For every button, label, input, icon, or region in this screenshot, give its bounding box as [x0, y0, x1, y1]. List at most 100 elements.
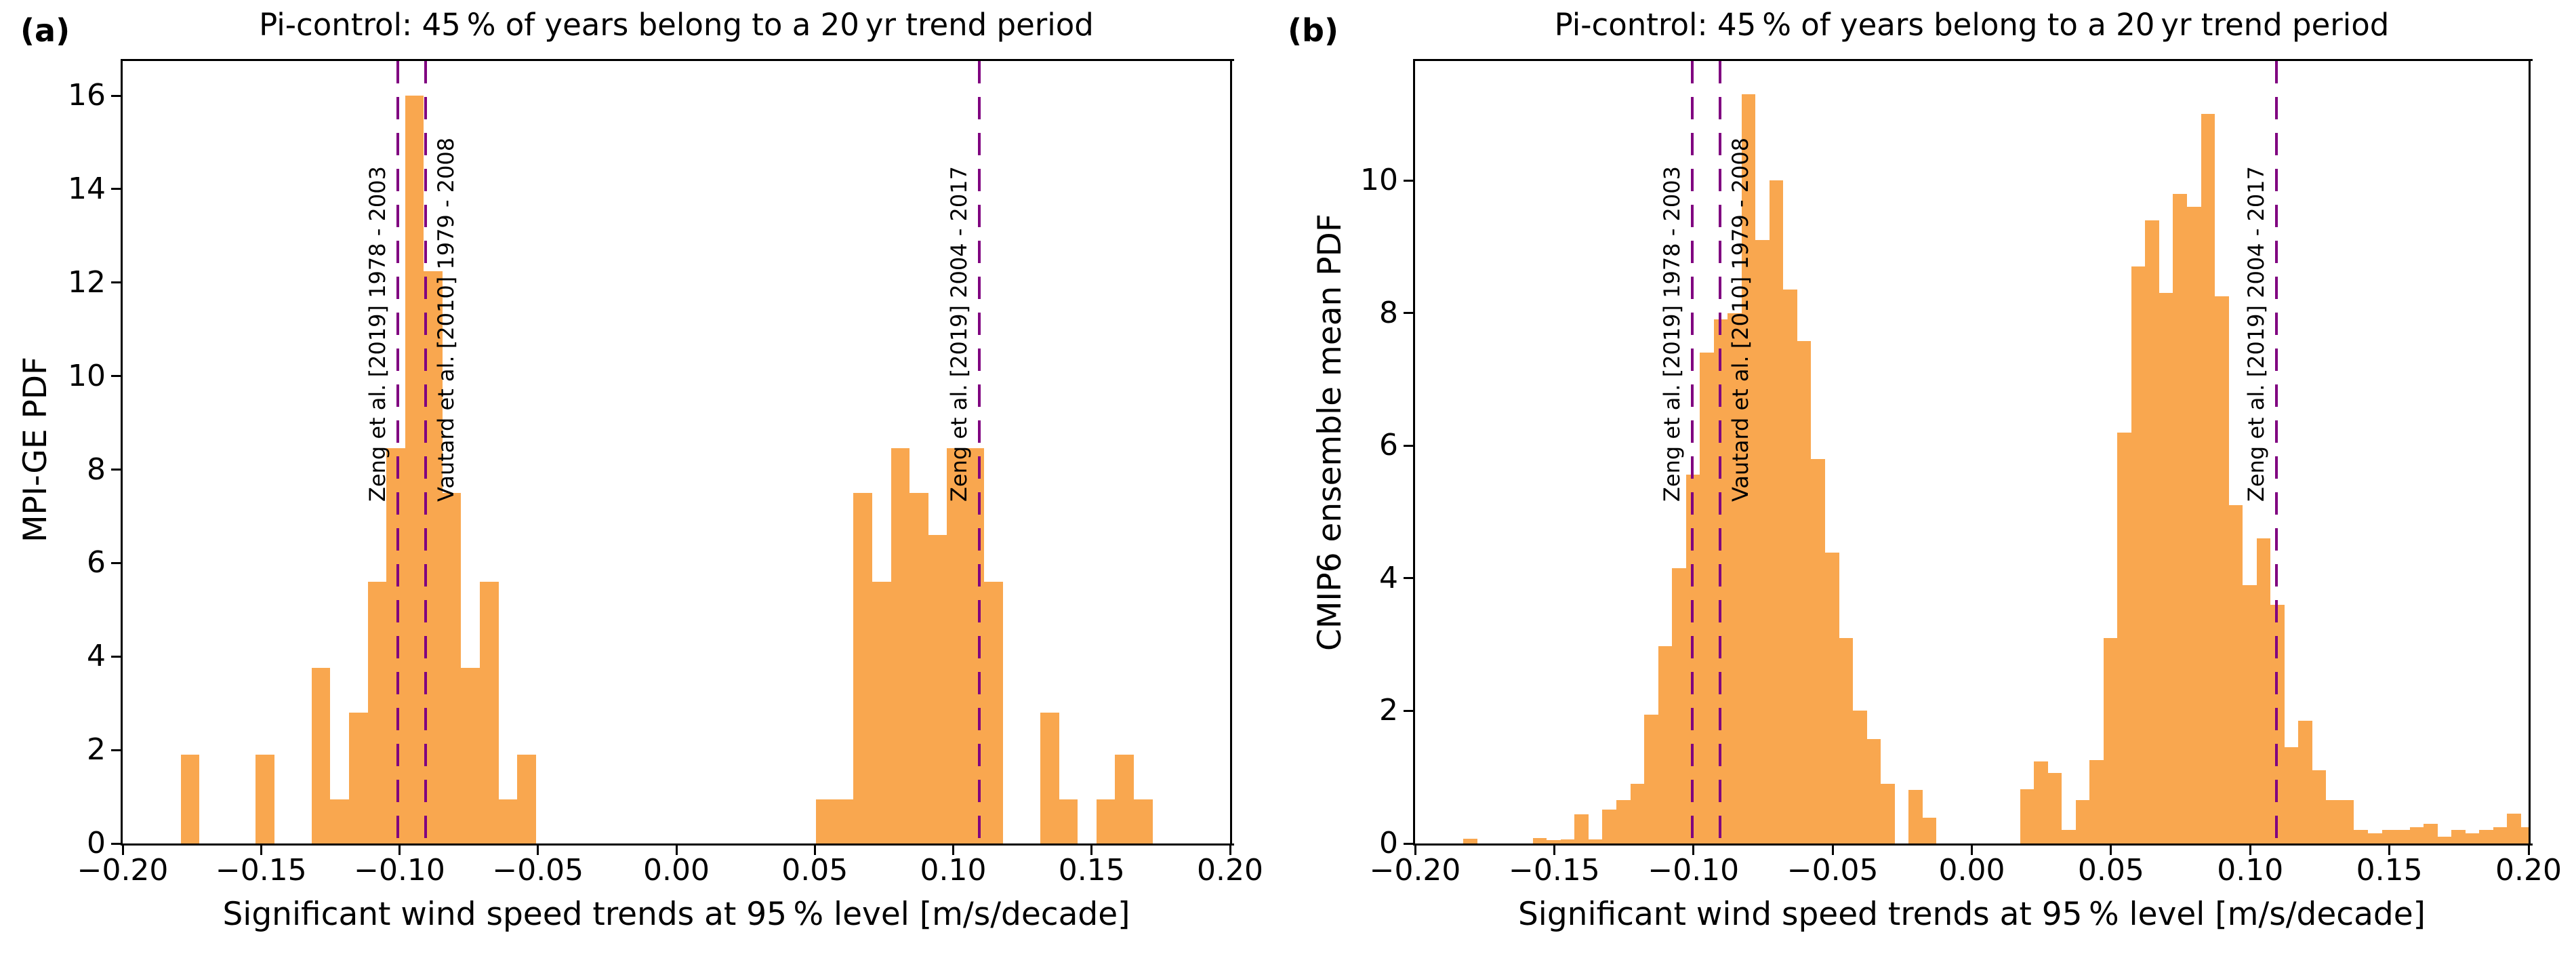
- histogram-bar: [2243, 584, 2257, 843]
- histogram-bar: [2354, 830, 2368, 843]
- x-tick-label: 0.20: [1197, 853, 1263, 888]
- x-tick: [675, 846, 678, 855]
- histogram-bar: [442, 492, 462, 843]
- histogram-bar: [891, 448, 910, 843]
- histogram-bar: [330, 799, 349, 843]
- histogram-bar: [2075, 800, 2090, 843]
- histogram-bar: [1797, 340, 1812, 843]
- axis-spine-right: [2529, 59, 2531, 846]
- x-tick: [1831, 846, 1834, 855]
- histogram-bar: [872, 581, 891, 843]
- histogram-bar: [1547, 840, 1561, 843]
- histogram-bar: [2256, 538, 2271, 843]
- histogram-bar: [2159, 293, 2173, 843]
- x-tick-label: 0.15: [2356, 853, 2423, 888]
- y-tick: [111, 749, 121, 751]
- y-tick-label: 6: [87, 545, 106, 580]
- y-tick-label: 0: [87, 826, 106, 860]
- histogram-bar: [2339, 800, 2354, 843]
- histogram-bar: [2409, 827, 2424, 843]
- x-tick-label: 0.10: [920, 853, 987, 888]
- histogram-bar: [2381, 830, 2396, 843]
- histogram-bar: [2062, 830, 2076, 843]
- y-tick: [1404, 444, 1413, 447]
- histogram-bar: [834, 799, 854, 843]
- histogram-bar: [2520, 827, 2529, 843]
- y-tick-label: 2: [87, 732, 106, 768]
- y-tick-label: 0: [1379, 826, 1398, 860]
- histogram-bar: [1096, 799, 1116, 843]
- histogram-bar: [461, 668, 480, 843]
- panel-a-xlabel: Significant wind speed trends at 95 % le…: [222, 896, 1130, 933]
- histogram-bar: [367, 581, 387, 843]
- x-tick-label: −0.20: [1369, 853, 1461, 888]
- histogram-bar: [2047, 773, 2062, 843]
- x-tick: [260, 846, 262, 855]
- histogram-bar: [180, 755, 200, 843]
- vline-annotation: Zeng et al. [2019] 1978 - 2003: [1658, 166, 1685, 502]
- x-tick: [1229, 846, 1231, 855]
- histogram-bar: [909, 492, 928, 843]
- panel-b-xlabel: Significant wind speed trends at 95 % le…: [1517, 896, 2426, 933]
- y-tick-label: 4: [87, 639, 106, 674]
- x-tick: [1692, 846, 1695, 855]
- y-tick-label: 4: [1379, 560, 1398, 595]
- histogram-bar: [1134, 799, 1153, 843]
- x-tick: [1971, 846, 1973, 855]
- histogram-bar: [816, 799, 835, 843]
- histogram-bar: [2326, 800, 2340, 843]
- vline-annotation: Zeng et al. [2019] 1978 - 2003: [365, 166, 391, 502]
- histogram-bar: [1755, 240, 1770, 843]
- panel-a-title: Pi-control: 45 % of years belong to a 20…: [259, 7, 1094, 43]
- histogram-bar: [2215, 296, 2229, 843]
- x-tick: [2527, 846, 2530, 855]
- histogram-bar: [1658, 645, 1673, 843]
- x-tick-label: −0.20: [77, 853, 169, 888]
- histogram-bar: [1040, 712, 1059, 843]
- x-tick: [1090, 846, 1093, 855]
- histogram-bar: [2396, 830, 2410, 843]
- histogram-bar: [1574, 814, 1589, 843]
- axis-spine-bottom: [123, 843, 1234, 846]
- axis-spine-top: [1415, 59, 2533, 61]
- histogram-bar: [479, 581, 499, 843]
- panel-b-letter: (b): [1288, 12, 1338, 49]
- x-tick-label: 0.05: [2077, 853, 2144, 888]
- histogram-bar: [2298, 721, 2312, 843]
- x-tick-label: 0.00: [1938, 853, 2005, 888]
- histogram-bar: [984, 581, 1004, 843]
- histogram-bar: [2465, 833, 2480, 843]
- y-tick: [111, 655, 121, 658]
- vline-annotation: Vautard et al. [2010] 1979 - 2008: [1727, 137, 1753, 502]
- y-tick: [1404, 842, 1413, 845]
- histogram-bar: [1866, 739, 1881, 843]
- histogram-bar: [1727, 313, 1742, 843]
- x-tick: [2110, 846, 2112, 855]
- histogram-bar: [1741, 94, 1756, 843]
- x-tick-label: 0.00: [643, 853, 710, 888]
- panel-b-plot-area: [1415, 61, 2529, 843]
- axis-spine-right: [1230, 59, 1232, 846]
- x-tick-label: 0.10: [2217, 853, 2284, 888]
- histogram-bar: [947, 448, 966, 843]
- histogram-bar: [405, 96, 424, 843]
- histogram-bar: [1769, 180, 1784, 843]
- axis-spine-left: [121, 59, 123, 846]
- histogram-bar: [2173, 193, 2187, 843]
- panel-a-letter: (a): [20, 12, 70, 49]
- histogram-bar: [2131, 266, 2146, 843]
- y-tick: [111, 469, 121, 471]
- axis-spine-top: [123, 59, 1234, 61]
- panel-a-plot-area: [123, 61, 1230, 843]
- histogram-bar: [1853, 711, 1867, 843]
- histogram-bar: [2103, 637, 2118, 843]
- histogram-bar: [2284, 747, 2299, 843]
- histogram-bar: [1630, 783, 1645, 843]
- histogram-bar: [1644, 715, 1658, 843]
- histogram-bar: [2479, 830, 2493, 843]
- histogram-bar: [2034, 761, 2048, 843]
- histogram-bar: [1825, 552, 1839, 843]
- histogram-bar: [1881, 783, 1895, 843]
- y-tick: [111, 842, 121, 845]
